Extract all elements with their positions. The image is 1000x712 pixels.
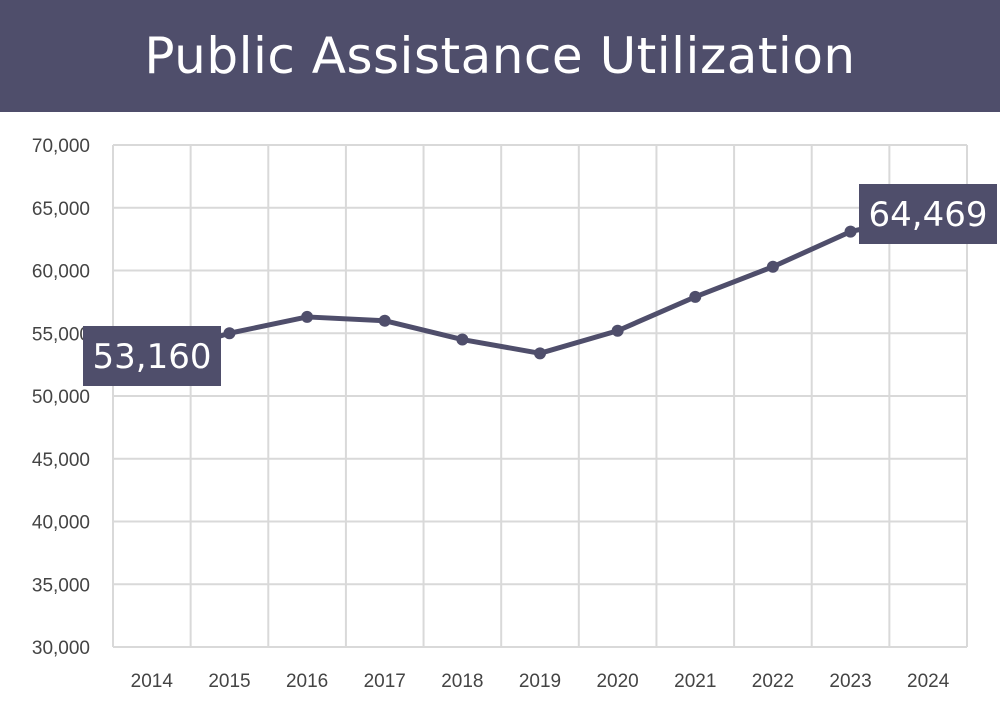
- x-tick-label: 2014: [131, 671, 174, 692]
- callout-2014: 53,160: [83, 326, 221, 386]
- chart-grid: [112, 144, 968, 648]
- y-tick-label: 55,000: [32, 324, 90, 345]
- callout-value: 64,469: [869, 195, 988, 235]
- x-tick-label: 2024: [907, 671, 950, 692]
- x-tick-label: 2023: [829, 671, 871, 692]
- y-axis-tick-labels: 30,000 35,000 40,000 45,000 50,000 55,000 60,0…: [32, 136, 90, 659]
- y-tick-label: 45,000: [32, 450, 90, 471]
- data-point: [611, 324, 624, 337]
- data-point: [689, 290, 702, 303]
- y-tick-label: 35,000: [32, 575, 90, 596]
- y-tick-label: 30,000: [32, 638, 90, 659]
- y-tick-label: 40,000: [32, 513, 90, 534]
- data-point: [766, 260, 779, 273]
- data-point: [301, 310, 314, 323]
- y-tick-label: 70,000: [32, 136, 90, 157]
- data-series: [145, 208, 935, 363]
- y-tick-label: 50,000: [32, 387, 90, 408]
- data-point: [378, 314, 391, 327]
- x-axis-tick-labels: 2014 2015 2016 2017 2018 2019 2020 2021 2022 2023…: [131, 671, 950, 692]
- callout-labels: 53,160 64,469: [83, 184, 997, 386]
- x-tick-label: 2019: [519, 671, 561, 692]
- x-tick-label: 2015: [208, 671, 250, 692]
- data-point: [534, 347, 546, 360]
- data-point: [456, 333, 469, 346]
- data-point: [223, 327, 236, 340]
- callout-2024: 64,469: [859, 184, 997, 244]
- callout-box: [859, 184, 997, 244]
- x-tick-label: 2016: [286, 671, 328, 692]
- callout-box: [83, 326, 221, 386]
- y-tick-label: 60,000: [32, 262, 90, 283]
- x-tick-label: 2022: [752, 671, 794, 692]
- x-tick-label: 2021: [674, 671, 716, 692]
- x-tick-label: 2017: [364, 671, 406, 692]
- y-tick-label: 65,000: [32, 199, 90, 220]
- title-bar: Public Assistance Utilization: [0, 0, 1000, 112]
- data-point: [844, 225, 857, 238]
- chart-title: Public Assistance Utilization: [144, 27, 856, 85]
- x-tick-label: 2020: [596, 671, 638, 692]
- x-tick-label: 2018: [441, 671, 483, 692]
- callout-value: 53,160: [93, 337, 212, 377]
